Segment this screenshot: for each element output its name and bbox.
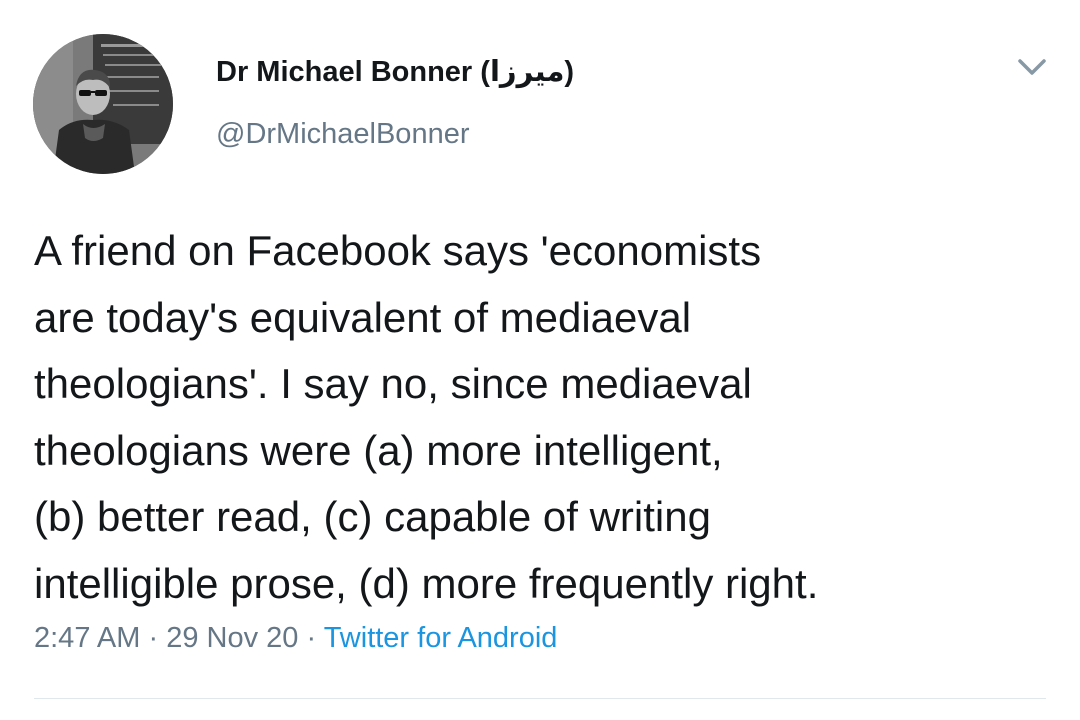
chevron-down-icon <box>1018 59 1046 75</box>
divider <box>34 698 1046 699</box>
tweet-metadata: 2:47 AM · 29 Nov 20 · Twitter for Androi… <box>34 622 557 655</box>
tweet-text: A friend on Facebook says 'economists ar… <box>34 227 819 607</box>
tweet-menu-button[interactable] <box>1012 52 1052 82</box>
tweet-source-link[interactable]: Twitter for Android <box>323 622 558 654</box>
tweet-time[interactable]: 2:47 AM <box>34 622 141 654</box>
author-display-name[interactable]: Dr Michael Bonner (میرزا) <box>216 56 575 88</box>
author-handle[interactable]: @DrMichaelBonner <box>216 118 470 150</box>
avatar[interactable] <box>33 34 173 174</box>
meta-separator: · <box>148 622 159 654</box>
avatar-photo <box>33 34 173 174</box>
meta-separator: · <box>306 622 317 654</box>
tweet-date[interactable]: 29 Nov 20 <box>166 622 299 654</box>
